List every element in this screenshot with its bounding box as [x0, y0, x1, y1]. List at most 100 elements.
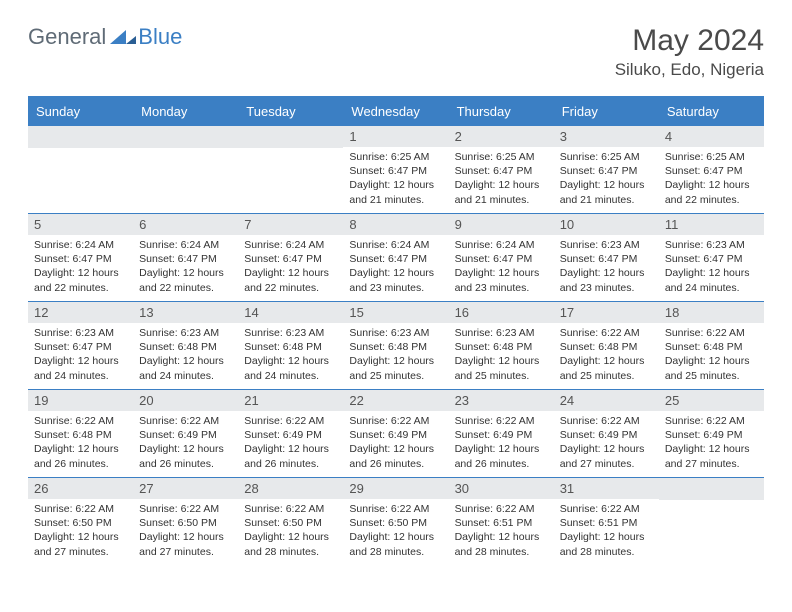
sunrise-text: Sunrise: 6:22 AM	[560, 326, 653, 340]
month-year: May 2024	[615, 24, 764, 58]
day-number: 1	[343, 126, 448, 147]
sunset-text: Sunset: 6:49 PM	[244, 428, 337, 442]
daylight-text: Daylight: 12 hours and 25 minutes.	[349, 354, 442, 382]
sunrise-text: Sunrise: 6:22 AM	[244, 414, 337, 428]
day-cell: 25Sunrise: 6:22 AMSunset: 6:49 PMDayligh…	[659, 390, 764, 477]
day-body: Sunrise: 6:22 AMSunset: 6:49 PMDaylight:…	[343, 411, 448, 475]
day-cell: 23Sunrise: 6:22 AMSunset: 6:49 PMDayligh…	[449, 390, 554, 477]
day-number: 5	[28, 214, 133, 235]
week-row: 5Sunrise: 6:24 AMSunset: 6:47 PMDaylight…	[28, 213, 764, 301]
day-body: Sunrise: 6:25 AMSunset: 6:47 PMDaylight:…	[554, 147, 659, 211]
daylight-text: Daylight: 12 hours and 24 minutes.	[244, 354, 337, 382]
sunset-text: Sunset: 6:49 PM	[560, 428, 653, 442]
day-cell: 8Sunrise: 6:24 AMSunset: 6:47 PMDaylight…	[343, 214, 448, 301]
day-body: Sunrise: 6:22 AMSunset: 6:51 PMDaylight:…	[554, 499, 659, 563]
day-body: Sunrise: 6:24 AMSunset: 6:47 PMDaylight:…	[238, 235, 343, 299]
sunrise-text: Sunrise: 6:23 AM	[349, 326, 442, 340]
sunset-text: Sunset: 6:48 PM	[455, 340, 548, 354]
day-body: Sunrise: 6:23 AMSunset: 6:48 PMDaylight:…	[238, 323, 343, 387]
sunrise-text: Sunrise: 6:24 AM	[34, 238, 127, 252]
day-number: 4	[659, 126, 764, 147]
week-row: 26Sunrise: 6:22 AMSunset: 6:50 PMDayligh…	[28, 477, 764, 565]
day-number: 9	[449, 214, 554, 235]
daylight-text: Daylight: 12 hours and 21 minutes.	[349, 178, 442, 206]
day-number: 30	[449, 478, 554, 499]
day-cell	[238, 126, 343, 213]
sunrise-text: Sunrise: 6:25 AM	[560, 150, 653, 164]
sunrise-text: Sunrise: 6:23 AM	[139, 326, 232, 340]
day-cell: 7Sunrise: 6:24 AMSunset: 6:47 PMDaylight…	[238, 214, 343, 301]
sunset-text: Sunset: 6:48 PM	[244, 340, 337, 354]
day-number: 2	[449, 126, 554, 147]
sunrise-text: Sunrise: 6:22 AM	[34, 502, 127, 516]
day-cell: 15Sunrise: 6:23 AMSunset: 6:48 PMDayligh…	[343, 302, 448, 389]
week-row: 1Sunrise: 6:25 AMSunset: 6:47 PMDaylight…	[28, 125, 764, 213]
day-body: Sunrise: 6:22 AMSunset: 6:48 PMDaylight:…	[28, 411, 133, 475]
day-header-fri: Friday	[554, 98, 659, 125]
day-number: 21	[238, 390, 343, 411]
day-body: Sunrise: 6:22 AMSunset: 6:50 PMDaylight:…	[343, 499, 448, 563]
day-cell: 18Sunrise: 6:22 AMSunset: 6:48 PMDayligh…	[659, 302, 764, 389]
day-number: 14	[238, 302, 343, 323]
sunrise-text: Sunrise: 6:23 AM	[34, 326, 127, 340]
day-cell: 22Sunrise: 6:22 AMSunset: 6:49 PMDayligh…	[343, 390, 448, 477]
day-body: Sunrise: 6:22 AMSunset: 6:49 PMDaylight:…	[449, 411, 554, 475]
day-body: Sunrise: 6:23 AMSunset: 6:48 PMDaylight:…	[343, 323, 448, 387]
week-row: 19Sunrise: 6:22 AMSunset: 6:48 PMDayligh…	[28, 389, 764, 477]
sunrise-text: Sunrise: 6:24 AM	[349, 238, 442, 252]
day-cell: 14Sunrise: 6:23 AMSunset: 6:48 PMDayligh…	[238, 302, 343, 389]
day-number: 13	[133, 302, 238, 323]
day-cell: 3Sunrise: 6:25 AMSunset: 6:47 PMDaylight…	[554, 126, 659, 213]
day-number: 31	[554, 478, 659, 499]
day-body: Sunrise: 6:23 AMSunset: 6:47 PMDaylight:…	[659, 235, 764, 299]
sunset-text: Sunset: 6:47 PM	[349, 164, 442, 178]
sunrise-text: Sunrise: 6:22 AM	[139, 502, 232, 516]
daylight-text: Daylight: 12 hours and 26 minutes.	[349, 442, 442, 470]
sunset-text: Sunset: 6:47 PM	[34, 340, 127, 354]
daylight-text: Daylight: 12 hours and 22 minutes.	[665, 178, 758, 206]
daylight-text: Daylight: 12 hours and 28 minutes.	[455, 530, 548, 558]
day-body: Sunrise: 6:24 AMSunset: 6:47 PMDaylight:…	[343, 235, 448, 299]
daylight-text: Daylight: 12 hours and 22 minutes.	[244, 266, 337, 294]
day-body: Sunrise: 6:25 AMSunset: 6:47 PMDaylight:…	[659, 147, 764, 211]
day-number: 22	[343, 390, 448, 411]
day-body: Sunrise: 6:24 AMSunset: 6:47 PMDaylight:…	[133, 235, 238, 299]
day-number: 27	[133, 478, 238, 499]
day-number: 18	[659, 302, 764, 323]
sunset-text: Sunset: 6:51 PM	[455, 516, 548, 530]
sunset-text: Sunset: 6:50 PM	[349, 516, 442, 530]
daylight-text: Daylight: 12 hours and 28 minutes.	[560, 530, 653, 558]
day-number: 17	[554, 302, 659, 323]
sunset-text: Sunset: 6:47 PM	[349, 252, 442, 266]
daylight-text: Daylight: 12 hours and 26 minutes.	[455, 442, 548, 470]
day-number: 26	[28, 478, 133, 499]
daylight-text: Daylight: 12 hours and 26 minutes.	[244, 442, 337, 470]
location: Siluko, Edo, Nigeria	[615, 60, 764, 80]
daylight-text: Daylight: 12 hours and 27 minutes.	[665, 442, 758, 470]
sunset-text: Sunset: 6:47 PM	[560, 164, 653, 178]
sunrise-text: Sunrise: 6:23 AM	[244, 326, 337, 340]
sunset-text: Sunset: 6:48 PM	[349, 340, 442, 354]
day-number	[659, 478, 764, 500]
day-number: 12	[28, 302, 133, 323]
daylight-text: Daylight: 12 hours and 23 minutes.	[560, 266, 653, 294]
day-cell: 31Sunrise: 6:22 AMSunset: 6:51 PMDayligh…	[554, 478, 659, 565]
daylight-text: Daylight: 12 hours and 27 minutes.	[34, 530, 127, 558]
week-row: 12Sunrise: 6:23 AMSunset: 6:47 PMDayligh…	[28, 301, 764, 389]
day-number: 11	[659, 214, 764, 235]
sunrise-text: Sunrise: 6:25 AM	[455, 150, 548, 164]
daylight-text: Daylight: 12 hours and 24 minutes.	[665, 266, 758, 294]
day-cell: 1Sunrise: 6:25 AMSunset: 6:47 PMDaylight…	[343, 126, 448, 213]
sunrise-text: Sunrise: 6:23 AM	[560, 238, 653, 252]
day-header-wed: Wednesday	[343, 98, 448, 125]
sunrise-text: Sunrise: 6:22 AM	[560, 414, 653, 428]
day-cell: 10Sunrise: 6:23 AMSunset: 6:47 PMDayligh…	[554, 214, 659, 301]
day-body: Sunrise: 6:22 AMSunset: 6:50 PMDaylight:…	[133, 499, 238, 563]
calendar: Sunday Monday Tuesday Wednesday Thursday…	[28, 96, 764, 565]
sunrise-text: Sunrise: 6:22 AM	[139, 414, 232, 428]
day-cell: 9Sunrise: 6:24 AMSunset: 6:47 PMDaylight…	[449, 214, 554, 301]
daylight-text: Daylight: 12 hours and 23 minutes.	[349, 266, 442, 294]
daylight-text: Daylight: 12 hours and 27 minutes.	[139, 530, 232, 558]
daylight-text: Daylight: 12 hours and 28 minutes.	[244, 530, 337, 558]
sunrise-text: Sunrise: 6:23 AM	[455, 326, 548, 340]
